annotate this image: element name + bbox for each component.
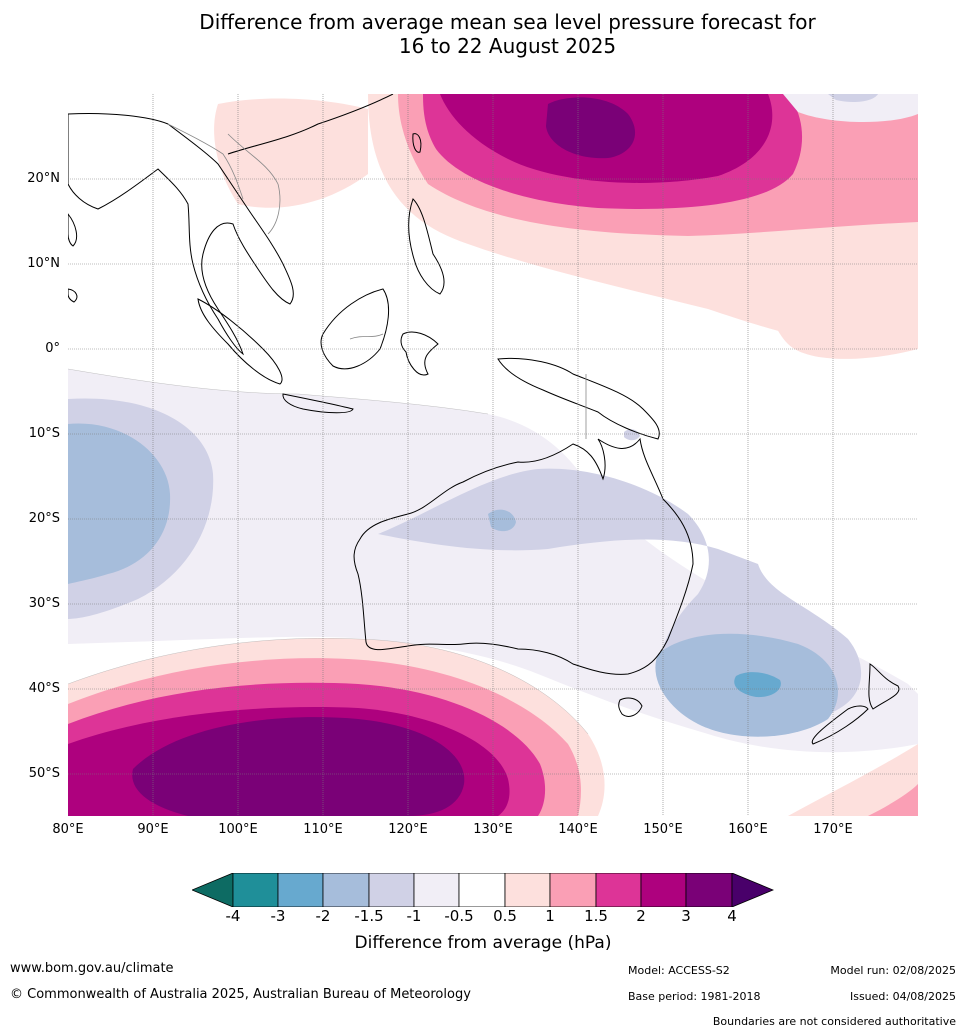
colorbar-swatch <box>458 872 506 908</box>
lat-label-10n: 10°N <box>27 256 60 271</box>
colorbar <box>190 872 775 908</box>
lat-label-10s: 10°S <box>28 426 60 441</box>
colorbar-swatch <box>277 872 324 908</box>
colorbar-tick: 4 <box>727 907 737 925</box>
issued-text: Issued: 04/08/2025 <box>849 990 956 1003</box>
colorbar-tick: 1.5 <box>584 907 608 925</box>
colorbar-tick: -1.5 <box>354 907 384 925</box>
lon-label-150e: 150°E <box>643 822 683 837</box>
lat-label-40s: 40°S <box>28 681 60 696</box>
title-line-1: Difference from average mean sea level p… <box>199 10 816 34</box>
lon-label-130e: 130°E <box>473 822 513 837</box>
title-line-2: 16 to 22 August 2025 <box>398 34 617 58</box>
pressure-anomaly-map <box>68 94 918 816</box>
website-link[interactable]: www.bom.gov.au/climate <box>10 961 174 976</box>
colorbar-swatch <box>504 872 551 908</box>
copyright-text: © Commonwealth of Australia 2025, Austra… <box>10 987 471 1002</box>
australia-negative-anomaly <box>378 429 862 737</box>
colorbar-tick: 2 <box>636 907 646 925</box>
asia-mainland-coast <box>68 112 294 356</box>
colorbar-swatch <box>368 872 415 908</box>
lon-label-80e: 80°E <box>52 822 84 837</box>
china-coast <box>227 94 394 155</box>
tasmania-coast <box>618 697 643 717</box>
new-guinea-coast <box>497 357 660 440</box>
colorbar-tick: -0.5 <box>444 907 474 925</box>
country-borders <box>167 123 587 439</box>
colorbar-extend-high <box>731 872 775 908</box>
colorbar-label: Difference from average (hPa) <box>354 933 612 953</box>
sumatra-coast <box>197 298 283 385</box>
lon-label-140e: 140°E <box>558 822 598 837</box>
colorbar-tick: -3 <box>270 907 286 925</box>
lat-label-30s: 30°S <box>28 596 60 611</box>
colorbar-tick: -1 <box>406 907 422 925</box>
colorbar-swatch <box>232 872 279 908</box>
boundaries-disclaimer: Boundaries are not considered authoritat… <box>712 1015 956 1028</box>
new-zealand-south-coast <box>811 705 869 745</box>
colorbar-tick: 1 <box>545 907 555 925</box>
lat-label-20s: 20°S <box>28 511 60 526</box>
lat-label-20n: 20°N <box>27 171 60 186</box>
base-period-text: Base period: 1981-2018 <box>628 990 761 1003</box>
colorbar-swatch <box>322 872 370 908</box>
colorbar-swatch <box>595 872 642 908</box>
north-east-negative-anomaly <box>783 94 918 123</box>
lon-label-100e: 100°E <box>218 822 258 837</box>
sri-lanka-coast <box>68 288 78 303</box>
colorbar-swatch <box>549 872 597 908</box>
south-positive-anomaly <box>68 638 918 816</box>
model-text: Model: ACCESS-S2 <box>628 964 730 977</box>
new-zealand-north-coast <box>868 663 900 710</box>
colorbar-swatch <box>640 872 687 908</box>
colorbar-tick: -2 <box>315 907 331 925</box>
lon-label-90e: 90°E <box>137 822 169 837</box>
gridlines <box>68 94 918 816</box>
lon-label-170e: 170°E <box>813 822 853 837</box>
lon-label-120e: 120°E <box>388 822 428 837</box>
lat-label-50s: 50°S <box>28 766 60 781</box>
lon-label-110e: 110°E <box>303 822 343 837</box>
north-positive-anomaly <box>214 94 918 359</box>
colorbar-tick: 3 <box>681 907 691 925</box>
taiwan-coast <box>412 133 422 153</box>
model-run-text: Model run: 02/08/2025 <box>830 964 956 977</box>
colorbar-tick: -4 <box>225 907 241 925</box>
philippines-coast <box>408 198 445 295</box>
map-title: Difference from average mean sea level p… <box>0 10 965 58</box>
colorbar-tick: 0.5 <box>493 907 517 925</box>
lat-label-equator: 0° <box>45 341 60 356</box>
colorbar-swatch <box>413 872 460 908</box>
colorbar-extend-low <box>190 872 234 908</box>
sulawesi-coast <box>400 331 439 376</box>
java-coast <box>282 393 354 414</box>
lon-label-160e: 160°E <box>728 822 768 837</box>
india-coast <box>68 213 78 247</box>
colorbar-swatch <box>685 872 733 908</box>
